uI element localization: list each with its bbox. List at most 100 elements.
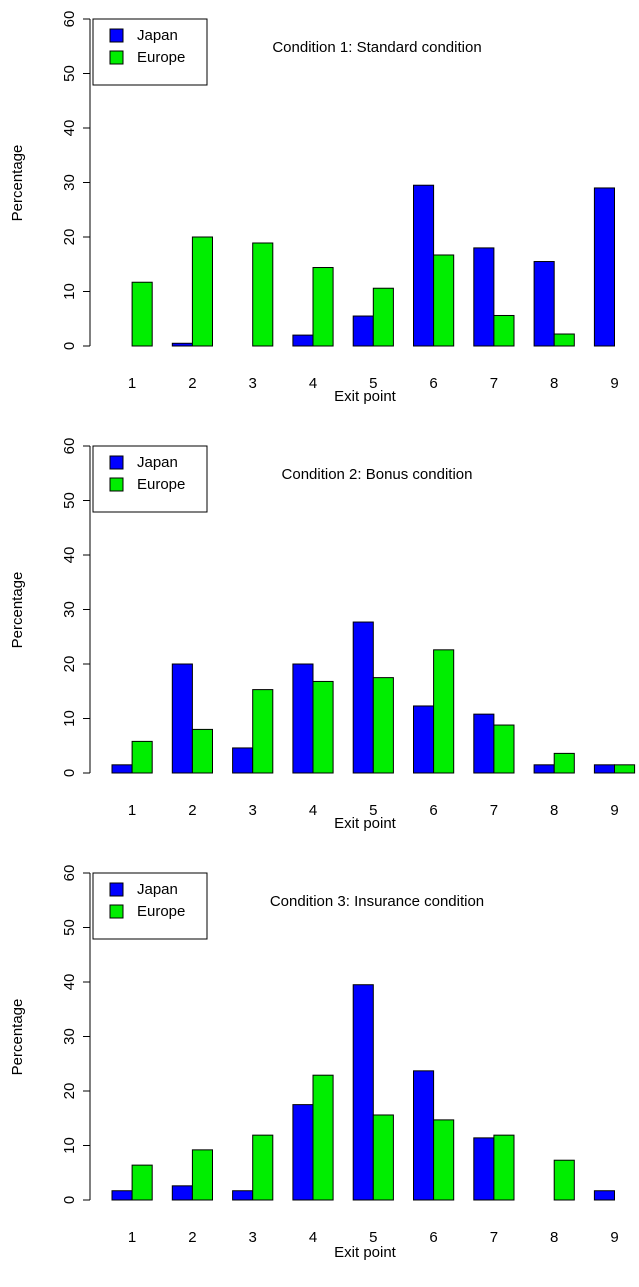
bar-japan-3 (232, 1190, 254, 1201)
y-tick-label: 20 (61, 656, 78, 673)
bar-japan-2 (171, 663, 193, 774)
bar-japan-6 (413, 184, 435, 347)
legend-label-europe: Europe (137, 476, 185, 493)
bar-japan-9 (593, 187, 616, 347)
y-tick-label: 50 (61, 919, 78, 936)
y-tick-label: 40 (61, 547, 78, 564)
x-tick-label: 4 (309, 375, 317, 392)
y-axis-title: Percentage (9, 572, 26, 649)
legend-swatch-europe (109, 50, 124, 65)
x-tick-label: 5 (369, 375, 377, 392)
x-tick-label: 8 (550, 375, 558, 392)
bar-europe-2 (191, 728, 213, 774)
x-tick-label: 6 (429, 375, 437, 392)
bar-japan-6 (413, 705, 435, 774)
y-tick-label: 20 (61, 1083, 78, 1100)
x-tick-label: 1 (128, 802, 136, 819)
chart-title: Condition 2: Bonus condition (282, 466, 473, 483)
x-tick-label: 2 (188, 802, 196, 819)
chart-panel-3: 0 10 20 30 40 50 60 Percentage 1 2 3 4 5 6 7 8 9 Exit poi… (9, 865, 619, 1261)
y-tick-label: 30 (61, 601, 78, 618)
x-tick-label: 6 (429, 1229, 437, 1246)
legend: Japan Europe (92, 445, 208, 513)
y-tick-label: 0 (61, 1196, 78, 1204)
legend-swatch-europe (109, 904, 124, 919)
bar-europe-7 (493, 314, 515, 347)
bar-europe-2 (191, 236, 213, 347)
y-tick-label: 30 (61, 1028, 78, 1045)
x-tick-label: 8 (550, 802, 558, 819)
x-tick-label: 7 (490, 802, 498, 819)
bar-japan-9 (593, 764, 616, 774)
bar-japan-2 (171, 1185, 193, 1201)
bar-europe-4 (312, 680, 334, 774)
legend-swatch-japan (109, 882, 124, 897)
y-tick-label: 20 (61, 229, 78, 246)
bar-europe-8 (553, 752, 575, 774)
x-tick-label: 5 (369, 802, 377, 819)
y-tick-label: 60 (61, 438, 78, 455)
y-tick-label: 30 (61, 174, 78, 191)
bar-japan-2 (171, 342, 193, 347)
x-tick-label: 9 (610, 1229, 618, 1246)
bar-europe-1 (131, 1164, 153, 1201)
y-tick-label: 10 (61, 283, 78, 300)
x-tick-label: 2 (188, 1229, 196, 1246)
bar-europe-6 (433, 1119, 455, 1201)
x-tick-label: 1 (128, 375, 136, 392)
legend-label-europe: Europe (137, 49, 185, 66)
x-tick-label: 2 (188, 375, 196, 392)
legend-label-europe: Europe (137, 903, 185, 920)
x-tick-label: 9 (610, 802, 618, 819)
bar-japan-1 (111, 764, 133, 774)
bar-japan-1 (111, 1190, 133, 1201)
bar-japan-4 (292, 334, 314, 347)
bar-japan-6 (413, 1070, 435, 1201)
legend-swatch-europe (109, 477, 124, 492)
legend: Japan Europe (92, 872, 208, 940)
legend-label-japan: Japan (137, 27, 178, 44)
x-tick-label: 3 (249, 375, 257, 392)
x-tick-label: 7 (490, 375, 498, 392)
bar-japan-7 (473, 713, 495, 774)
chart-title: Condition 3: Insurance condition (270, 893, 484, 910)
bar-europe-7 (493, 724, 515, 774)
bar-japan-4 (292, 1104, 314, 1201)
bar-japan-3 (232, 747, 254, 774)
y-tick-label: 50 (61, 492, 78, 509)
bar-europe-2 (191, 1149, 213, 1201)
bar-europe-8 (553, 1159, 575, 1201)
bar-japan-8 (533, 764, 555, 774)
x-tick-label: 7 (490, 1229, 498, 1246)
bar-europe-5 (372, 287, 394, 347)
bar-europe-9 (614, 764, 636, 774)
x-tick-label: 5 (369, 1229, 377, 1246)
y-axis-title: Percentage (9, 999, 26, 1076)
y-tick-label: 0 (61, 769, 78, 777)
bar-europe-8 (553, 333, 575, 347)
y-tick-label: 10 (61, 710, 78, 727)
chart-panel-2: 0 10 20 30 40 50 60 Percentage 1 2 3 4 5 6 7 8 9 Exit poi… (9, 438, 636, 832)
x-axis-title: Exit point (334, 1244, 397, 1261)
bar-europe-5 (372, 1114, 394, 1201)
bar-europe-1 (131, 740, 153, 774)
legend-swatch-japan (109, 28, 124, 43)
bar-europe-4 (312, 267, 334, 347)
bar-europe-3 (252, 689, 274, 774)
bar-europe-3 (252, 242, 274, 347)
bar-europe-1 (131, 281, 153, 347)
y-tick-label: 60 (61, 11, 78, 28)
bar-japan-5 (352, 984, 374, 1201)
y-tick-label: 40 (61, 974, 78, 991)
x-axis-title: Exit point (334, 815, 397, 832)
bar-japan-7 (473, 247, 495, 347)
legend: Japan Europe (92, 18, 208, 86)
bar-japan-8 (533, 261, 555, 347)
x-tick-label: 3 (249, 802, 257, 819)
x-tick-label: 4 (309, 1229, 317, 1246)
bar-europe-6 (433, 254, 455, 347)
bar-japan-7 (473, 1137, 495, 1201)
x-tick-label: 3 (249, 1229, 257, 1246)
x-tick-label: 4 (309, 802, 317, 819)
